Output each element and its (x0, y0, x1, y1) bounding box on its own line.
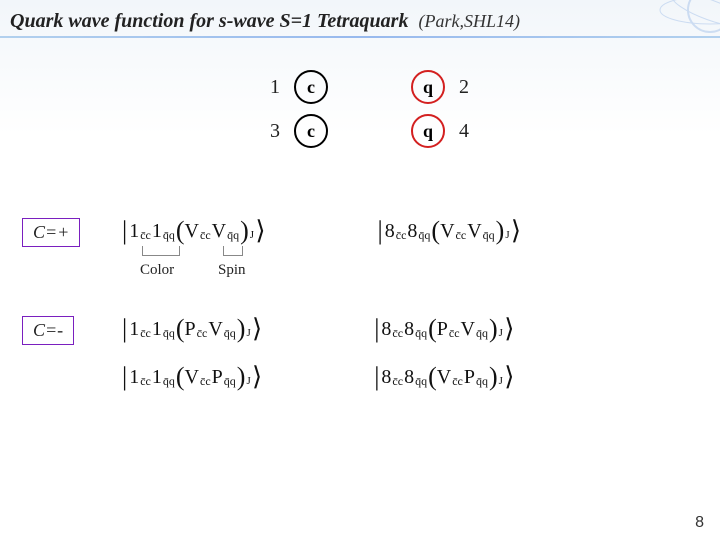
equation: |1c̄c1q̄q (Vc̄cPq̄q)J ⟩ (120, 362, 262, 392)
equation: |1c̄c1q̄q (Vc̄cVq̄q)J ⟩ (120, 216, 266, 246)
equation: |1c̄c1q̄q (Pc̄cVq̄q)J ⟩ (120, 314, 262, 344)
equation: |8c̄c8q̄q (Vc̄cVq̄q)J ⟩ (376, 216, 522, 246)
equation-row-cminus-2: |1c̄c1q̄q (Vc̄cPq̄q)J ⟩ |8c̄c8q̄q (Vc̄cP… (120, 362, 514, 392)
equation-row-cplus: |1c̄c1q̄q (Vc̄cVq̄q)J ⟩ |8c̄c8q̄q (Vc̄cV… (120, 216, 521, 246)
index-label: 1 (250, 76, 280, 99)
equation: |8c̄c8q̄q (Pc̄cVq̄q)J ⟩ (372, 314, 514, 344)
bracket-spin (223, 246, 243, 256)
quark-circle-c: c (294, 114, 328, 148)
quark-row: 3 c q 4 (250, 114, 510, 148)
annotation-color: Color (140, 262, 174, 279)
index-label: 2 (459, 76, 489, 99)
c-minus-label: C=- (22, 316, 74, 345)
quark-circle-c: c (294, 70, 328, 104)
index-label: 4 (459, 120, 489, 143)
page-number: 8 (695, 514, 704, 532)
annotation-spin: Spin (218, 262, 246, 279)
index-label: 3 (250, 120, 280, 143)
equation-row-cminus-1: |1c̄c1q̄q (Pc̄cVq̄q)J ⟩ |8c̄c8q̄q (Pc̄cV… (120, 314, 514, 344)
c-plus-label: C=+ (22, 218, 80, 247)
slide-title: Quark wave function for s-wave S=1 Tetra… (0, 8, 720, 35)
title-main: Quark wave function for s-wave S=1 Tetra… (10, 10, 408, 32)
quark-diagram: 1 c q 2 3 c q 4 (250, 70, 510, 158)
title-citation: (Park,SHL14) (418, 11, 520, 31)
quark-row: 1 c q 2 (250, 70, 510, 104)
bracket-color (142, 246, 180, 256)
title-underline (0, 36, 720, 38)
quark-circle-q: q (411, 70, 445, 104)
quark-circle-q: q (411, 114, 445, 148)
equation: |8c̄c8q̄q (Vc̄cPq̄q)J ⟩ (372, 362, 514, 392)
